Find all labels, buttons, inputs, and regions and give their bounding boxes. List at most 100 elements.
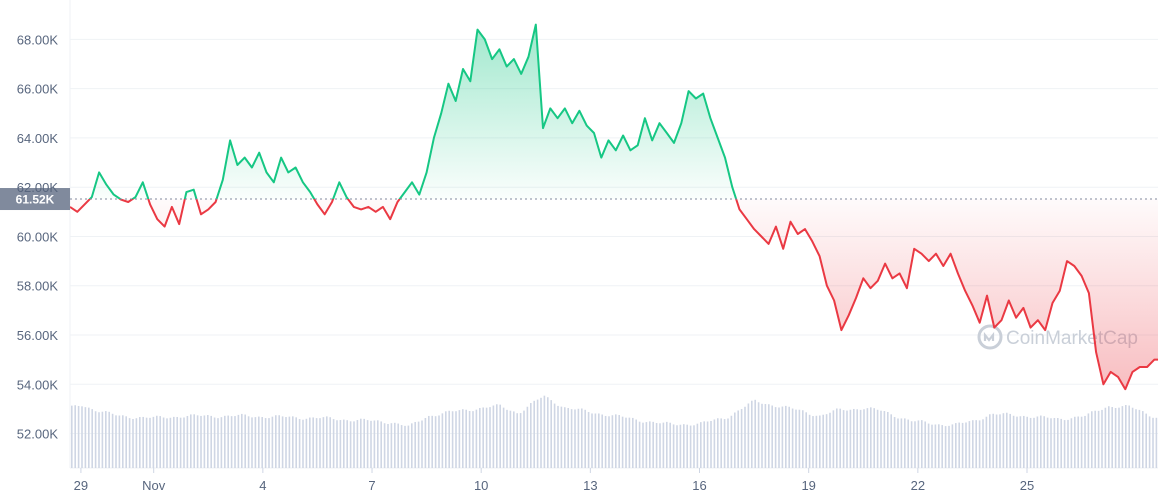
- volume-bar: [805, 412, 807, 468]
- volume-bar: [251, 417, 253, 468]
- volume-bar: [1155, 417, 1158, 468]
- volume-bar: [1023, 415, 1025, 468]
- volume-bar: [1040, 415, 1042, 468]
- volume-bar: [985, 416, 988, 468]
- volume-bar: [411, 423, 413, 468]
- volume-bar: [951, 424, 954, 468]
- volume-bar: [720, 418, 722, 468]
- volume-bar: [893, 417, 896, 468]
- volume-bar: [156, 415, 158, 468]
- volume-bar: [547, 397, 549, 468]
- coinmarketcap-logo-icon: [977, 324, 1003, 350]
- volume-bar: [866, 408, 869, 468]
- price-area-above: [70, 24, 1158, 200]
- volume-bar: [499, 404, 501, 468]
- volume-bar: [842, 410, 845, 468]
- volume-bar: [101, 411, 104, 468]
- volume-bar: [196, 415, 199, 468]
- volume-bar: [873, 408, 875, 468]
- volume-bar: [1094, 410, 1096, 468]
- volume-bar: [570, 409, 573, 468]
- volume-bar: [778, 407, 780, 468]
- volume-bar: [332, 419, 335, 468]
- volume-bar: [887, 411, 889, 468]
- volume-bar: [1135, 409, 1137, 468]
- volume-bar: [407, 425, 410, 468]
- price-area-below: [70, 199, 1158, 390]
- volume-bar: [295, 417, 297, 468]
- y-tick-label: 66.00K: [17, 82, 59, 97]
- x-tick-label: 16: [692, 478, 706, 493]
- volume-bar: [734, 412, 736, 468]
- volume-bar: [241, 413, 243, 468]
- volume-bar: [689, 425, 692, 468]
- volume-bar: [781, 406, 784, 468]
- volume-bar: [550, 400, 552, 468]
- y-axis: 52.00K 54.00K 56.00K 58.00K 60.00K 62.00K 64.0…: [17, 32, 59, 441]
- volume-bar: [638, 421, 641, 468]
- volume-bar: [751, 400, 753, 468]
- volume-bar: [336, 420, 338, 468]
- volume-bar: [326, 416, 328, 468]
- volume-bar: [584, 409, 586, 468]
- volume-bar: [169, 417, 172, 468]
- volume-bar: [944, 426, 947, 468]
- volume-bar: [1026, 416, 1028, 468]
- volume-bar: [819, 415, 821, 468]
- volume-bar: [210, 415, 212, 468]
- volume-bar: [1084, 415, 1086, 468]
- volume-bar: [666, 421, 668, 468]
- volume-bar: [128, 418, 131, 468]
- volume-bar: [71, 405, 73, 468]
- volume-bar: [115, 415, 117, 468]
- volume-bar: [1097, 410, 1100, 468]
- volume-bar: [1145, 413, 1147, 468]
- volume-bar: [506, 409, 508, 468]
- volume-bar: [706, 421, 709, 468]
- volume-bar: [108, 411, 110, 468]
- volume-bar: [275, 415, 277, 468]
- volume-bar: [553, 403, 556, 468]
- volume-bar: [193, 414, 195, 468]
- volume-bar: [989, 414, 991, 468]
- volume-bar: [366, 420, 369, 468]
- volume-bar: [965, 422, 967, 468]
- reference-price-badge: [0, 188, 70, 211]
- volume-bar: [941, 425, 943, 468]
- y-tick-label: 56.00K: [17, 328, 59, 343]
- volume-bar: [173, 416, 175, 468]
- volume-bar: [1118, 407, 1120, 468]
- volume-bar: [312, 417, 314, 468]
- volume-bar: [220, 417, 223, 468]
- volume-bar: [166, 418, 168, 468]
- volume-bar: [530, 403, 532, 468]
- volume-bar: [995, 414, 998, 468]
- volume-bar: [1074, 416, 1076, 468]
- volume-bar: [1050, 418, 1052, 468]
- volume-bar: [145, 417, 148, 468]
- volume-bar: [618, 415, 620, 468]
- volume-bar: [111, 413, 114, 468]
- volume-bar: [560, 406, 563, 468]
- volume-bar: [363, 418, 365, 468]
- volume-bar: [502, 407, 505, 468]
- volume-bar: [183, 417, 185, 468]
- volume-bar: [710, 420, 712, 468]
- volume-bar: [523, 410, 525, 468]
- volume-bar: [802, 410, 804, 468]
- volume-bar: [839, 408, 841, 468]
- volume-bar: [1002, 413, 1005, 468]
- volume-bar: [207, 415, 209, 468]
- volume-bar: [394, 422, 396, 468]
- volume-bar: [162, 417, 165, 468]
- volume-bar: [329, 417, 331, 468]
- volume-bar: [268, 418, 270, 468]
- volume-bar: [1087, 413, 1090, 468]
- volume-bar: [924, 421, 926, 468]
- volume-bar: [808, 414, 811, 468]
- volume-bar: [543, 395, 546, 468]
- volume-bar: [176, 416, 178, 468]
- volume-bar: [441, 413, 444, 468]
- volume-bar: [832, 410, 835, 468]
